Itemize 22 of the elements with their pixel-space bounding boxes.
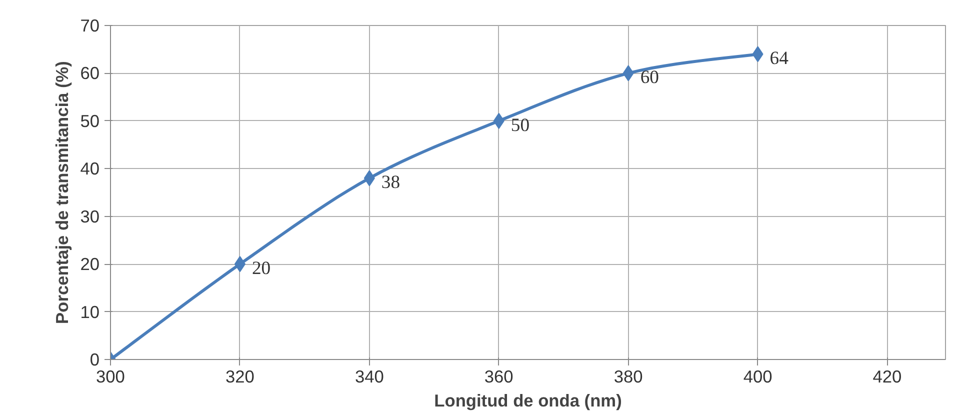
y-axis-title: Porcentaje de transmitancia (%) bbox=[52, 61, 72, 324]
data-label: 60 bbox=[640, 67, 659, 88]
y-tick-label: 40 bbox=[80, 158, 100, 179]
y-tick-label: 70 bbox=[80, 16, 100, 36]
y-tick-label: 0 bbox=[90, 350, 100, 370]
x-tick-label: 320 bbox=[226, 366, 254, 386]
data-label: 64 bbox=[770, 48, 790, 70]
x-tick-label: 400 bbox=[743, 366, 772, 386]
y-tick-label: 10 bbox=[80, 302, 100, 322]
data-label: 20 bbox=[252, 258, 271, 280]
data-label: 50 bbox=[510, 114, 530, 136]
x-tick-label: 300 bbox=[96, 366, 125, 386]
x-tick-label: 420 bbox=[872, 366, 902, 386]
y-tick-label: 50 bbox=[80, 110, 100, 131]
x-axis-title: Longitud de onda (nm) bbox=[434, 390, 622, 410]
x-tick-label: 360 bbox=[484, 366, 514, 386]
y-tick-label: 30 bbox=[80, 206, 100, 226]
x-tick-label: 340 bbox=[354, 366, 384, 386]
data-label: 38 bbox=[381, 172, 400, 194]
x-tick-label: 380 bbox=[614, 366, 643, 386]
y-tick-label: 60 bbox=[80, 63, 100, 84]
y-tick-label: 20 bbox=[80, 254, 100, 274]
